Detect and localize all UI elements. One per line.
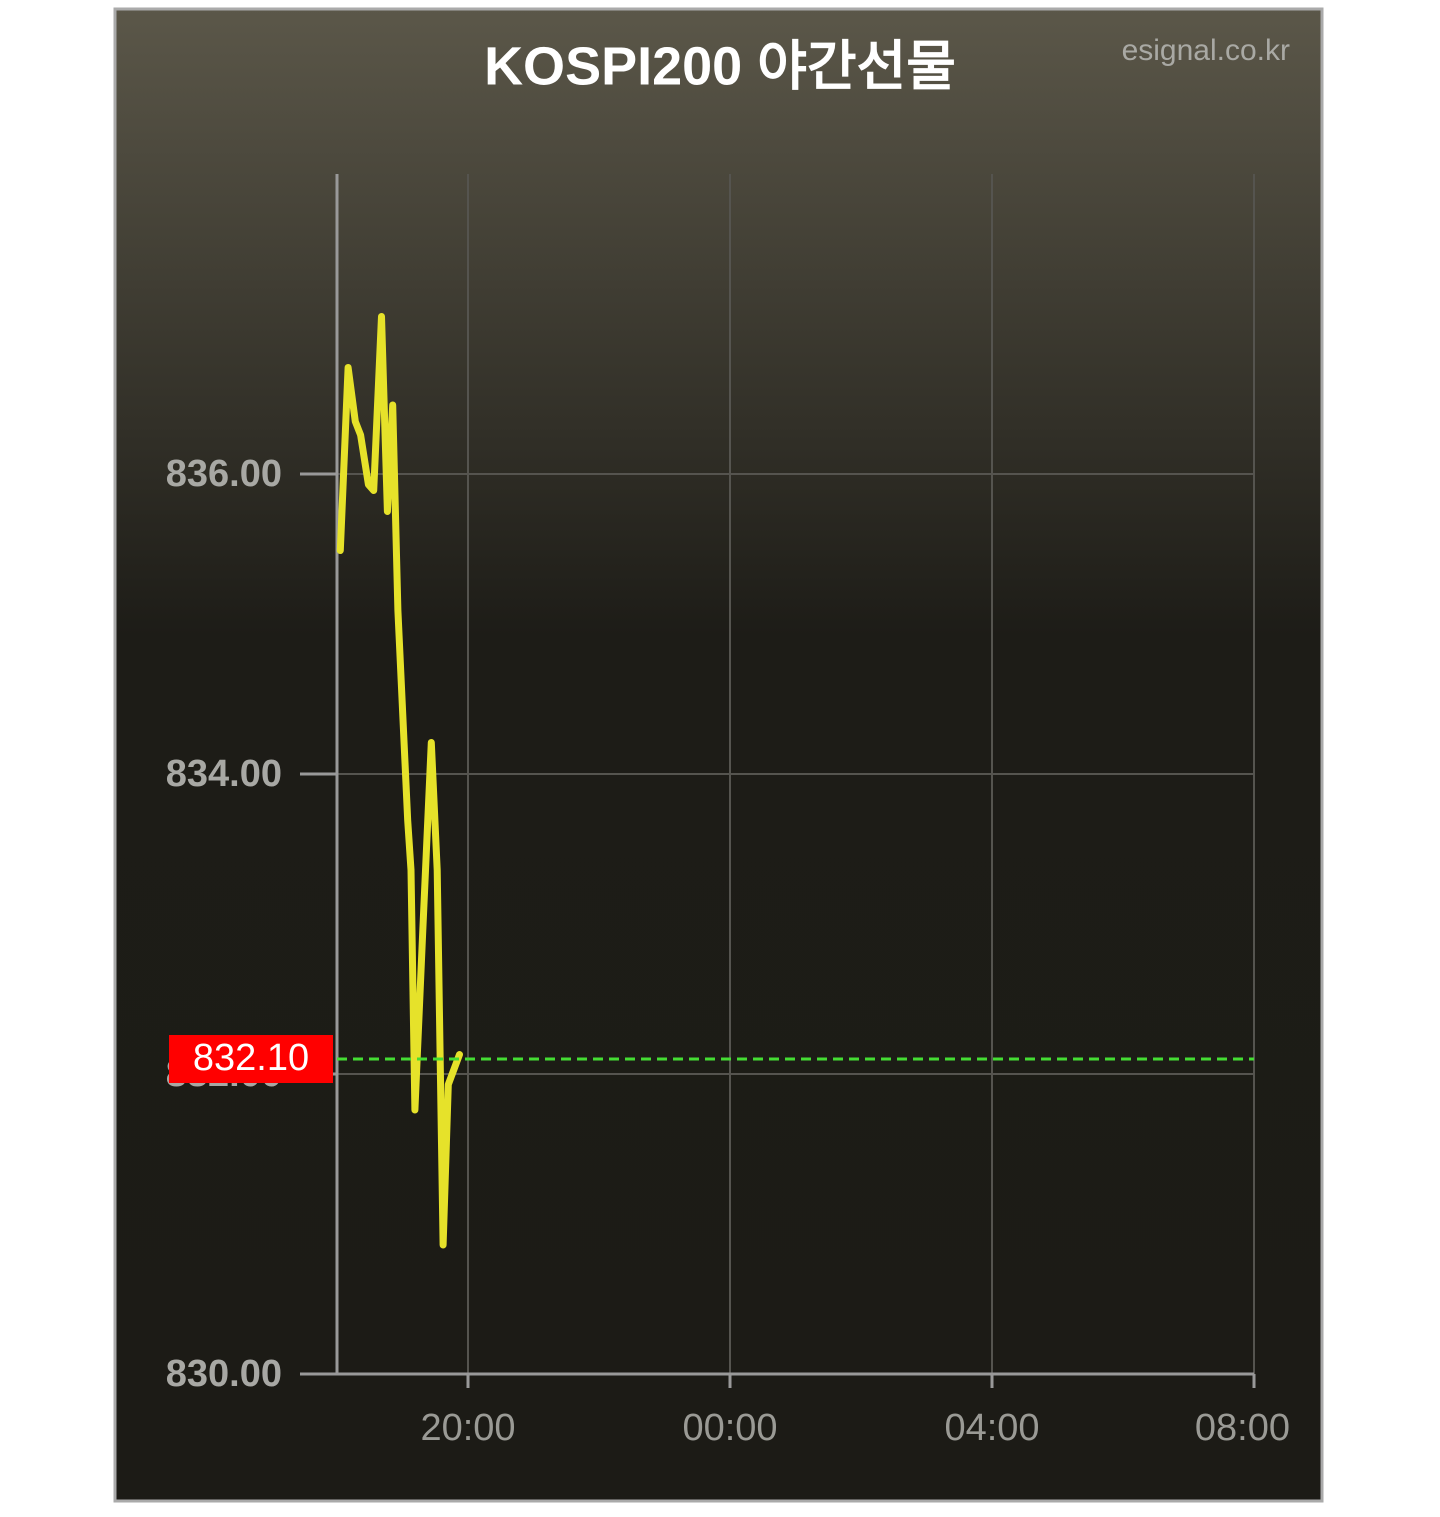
y-tick-label: 836.00 [166, 453, 282, 495]
x-tick-label: 00:00 [682, 1407, 777, 1449]
price-line [336, 313, 463, 1249]
x-tick-label: 20:00 [420, 1407, 515, 1449]
x-tick-label: 08:00 [1195, 1407, 1290, 1449]
x-tick-label: 04:00 [944, 1407, 1039, 1449]
watermark: esignal.co.kr [1122, 34, 1290, 67]
y-tick-label: 830.00 [166, 1353, 282, 1395]
chart-title: KOSPI200 야간선물 [484, 36, 956, 96]
panel [113, 7, 1324, 1503]
current-box [169, 1035, 333, 1083]
y-tick-label: 834.00 [166, 753, 282, 795]
current-label: 832.10 [193, 1037, 309, 1079]
